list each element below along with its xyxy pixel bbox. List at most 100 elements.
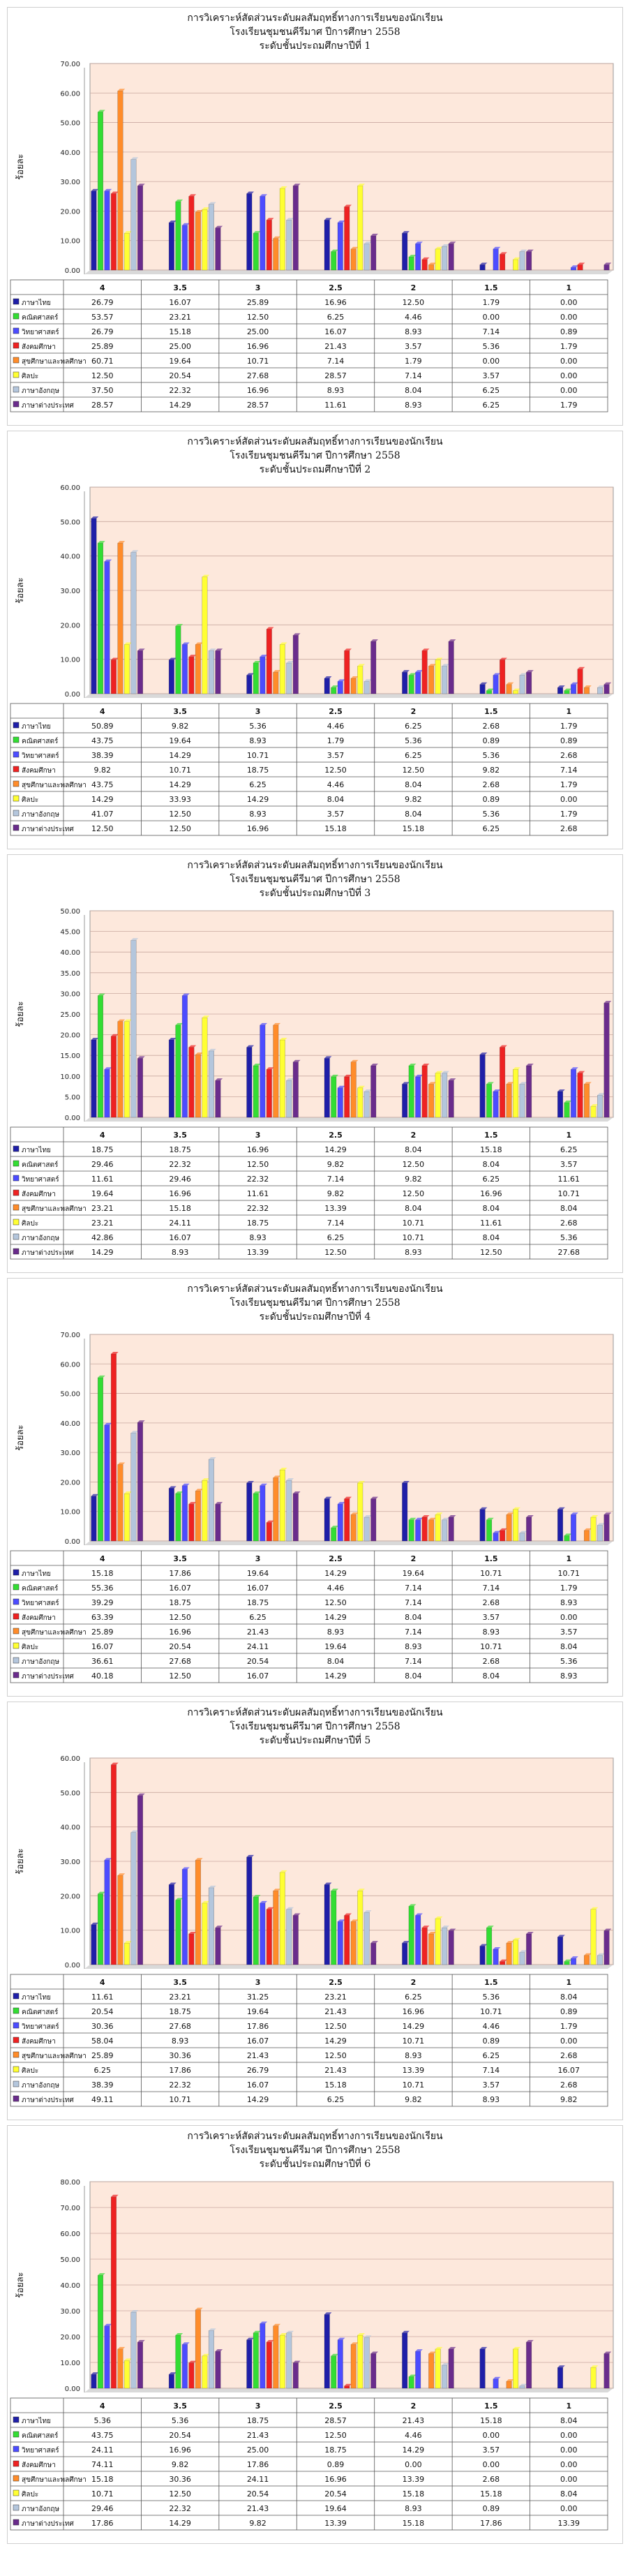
data-label: 12.50: [91, 371, 114, 380]
bar-top: [442, 1071, 449, 1073]
bar-top: [448, 1515, 456, 1518]
bar: [357, 666, 363, 694]
bar-top: [519, 249, 527, 252]
chart-panel-grade-6: การวิเคราะห์สัดส่วนระดับผลสัมฤทธิ์ทางการ…: [7, 2125, 623, 2544]
y-tick-label: 0.00: [65, 267, 80, 275]
data-label: 38.39: [91, 2080, 114, 2090]
bar-top: [402, 1082, 410, 1085]
y-tick-label: 40.00: [60, 1420, 80, 1428]
data-label: 25.00: [247, 327, 269, 336]
data-label: 8.04: [560, 1993, 578, 2002]
data-label: 8.04: [483, 1672, 500, 1681]
data-label: 24.11: [247, 2475, 269, 2484]
legend-swatch: [13, 2445, 20, 2452]
bar: [564, 690, 570, 694]
bar: [526, 251, 532, 271]
bar-top: [267, 627, 274, 630]
data-label: 8.93: [327, 1628, 345, 1637]
bar: [110, 1353, 117, 1542]
data-label: 23.21: [91, 1204, 114, 1213]
bar-top: [98, 993, 105, 996]
x-category-label: 4: [100, 1131, 105, 1140]
bar-top: [513, 1067, 520, 1070]
data-label: 1.79: [560, 810, 578, 819]
data-label: 19.64: [324, 2504, 347, 2513]
data-label: 21.43: [403, 2416, 425, 2425]
bar: [279, 1039, 285, 1118]
bar: [486, 1927, 493, 1965]
bar-top: [324, 218, 332, 221]
x-category-label: 3.5: [173, 1554, 187, 1563]
bar: [168, 2374, 174, 2389]
data-label: 33.93: [169, 795, 191, 804]
bar: [117, 542, 123, 694]
bar-top: [280, 1870, 287, 1873]
data-label: 12.50: [169, 1613, 191, 1622]
bar: [273, 671, 279, 694]
bar-top: [493, 1089, 501, 1092]
data-label: 24.11: [247, 1642, 269, 1651]
data-label: 5.36: [249, 722, 267, 731]
bar-top: [357, 2333, 365, 2336]
bar-top: [137, 1056, 145, 1059]
data-label: 6.25: [560, 1145, 578, 1154]
data-label: 7.14: [483, 327, 500, 336]
bar: [137, 1058, 143, 1118]
data-label: 20.54: [169, 1642, 191, 1651]
bar-top: [506, 682, 514, 685]
x-category-label: 1.5: [484, 707, 498, 716]
y-tick-label: 70.00: [60, 1332, 80, 1339]
bar: [253, 662, 259, 694]
data-label: 10.71: [169, 766, 191, 775]
data-label: 12.50: [403, 766, 425, 775]
x-category-label: 3: [255, 283, 261, 292]
data-label: 20.54: [324, 2489, 347, 2499]
bar: [421, 1517, 428, 1542]
x-category-label: 1.5: [484, 283, 498, 292]
bar-top: [331, 1526, 338, 1528]
data-label: 8.04: [560, 1642, 578, 1651]
bar: [195, 1859, 201, 1965]
bar: [493, 1091, 499, 1118]
x-category-label: 2.5: [329, 2402, 343, 2411]
bar: [479, 1054, 486, 1118]
bar: [123, 644, 130, 694]
bar: [331, 1527, 337, 1542]
data-label: 4.46: [327, 1584, 345, 1593]
bar-top: [435, 1512, 443, 1515]
bar: [513, 690, 519, 694]
data-label: 15.18: [324, 2080, 347, 2090]
bar-top: [280, 1038, 287, 1040]
legend-swatch: [13, 1584, 20, 1591]
data-label: 8.93: [560, 1598, 578, 1607]
bar: [246, 1482, 253, 1542]
data-label: 1.79: [405, 357, 422, 366]
data-label: 10.71: [91, 2489, 114, 2499]
x-category-label: 2: [411, 1978, 417, 1987]
bar-top: [260, 1900, 268, 1903]
legend-label: คณิตศาสตร์: [22, 2008, 59, 2016]
data-label: 8.04: [405, 780, 422, 789]
bar-top: [435, 2346, 443, 2349]
data-label: 0.00: [560, 2460, 578, 2469]
bar-top: [519, 2383, 527, 2386]
bar: [168, 1488, 174, 1542]
bar-top: [260, 2321, 268, 2324]
bar: [260, 1903, 266, 1965]
bar-top: [280, 1468, 287, 1471]
legend-swatch: [13, 1175, 20, 1182]
bar: [513, 1069, 519, 1118]
bar-top: [130, 1431, 139, 1434]
bar: [357, 185, 363, 271]
data-label: 2.68: [483, 2475, 500, 2484]
legend-label: ภาษาไทย: [22, 722, 51, 731]
bar: [181, 1485, 188, 1542]
bar-top: [324, 1882, 332, 1885]
legend-swatch: [13, 736, 20, 743]
data-label: 30.36: [169, 2051, 191, 2060]
bar-top: [364, 2335, 372, 2338]
bar-top: [493, 673, 501, 676]
data-label: 3.57: [560, 1628, 578, 1637]
data-label: 0.00: [560, 1613, 578, 1622]
bar: [370, 1065, 377, 1118]
